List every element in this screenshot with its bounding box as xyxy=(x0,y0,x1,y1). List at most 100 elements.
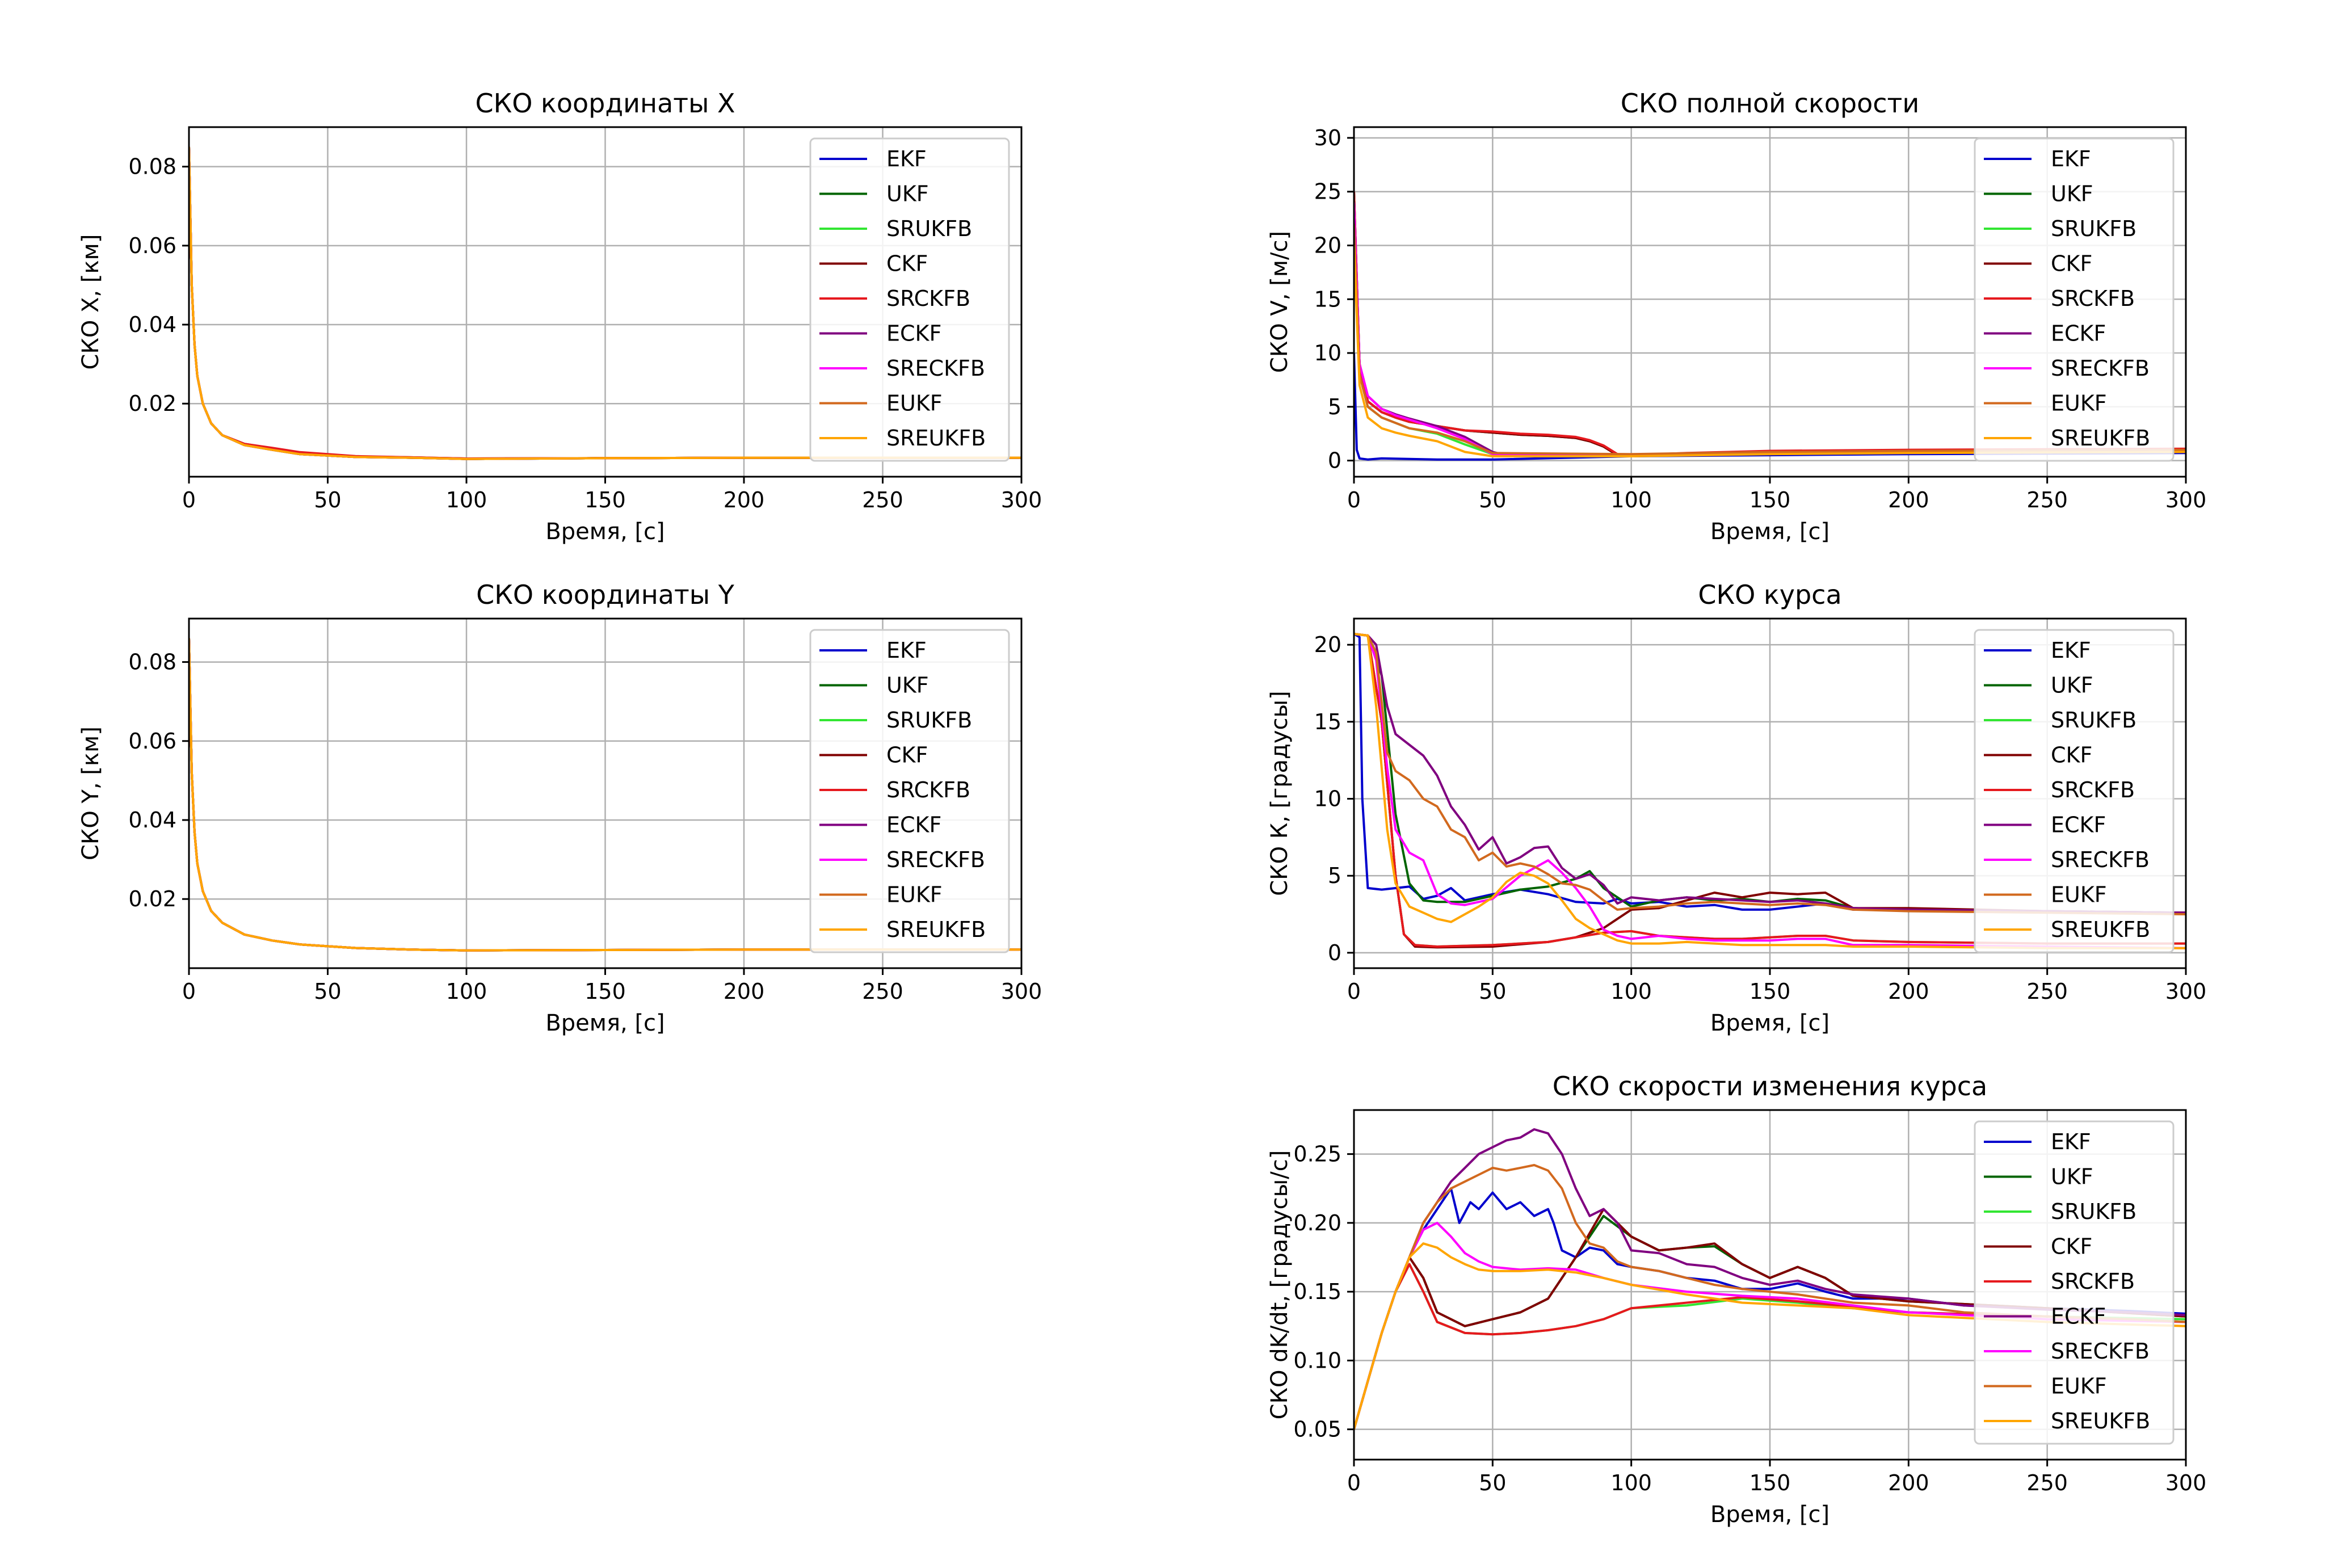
legend: EKF UKF SRUKFB CKF SRCKFB ECKF SRECKFB EUKF SREU… xyxy=(1974,1120,2175,1445)
legend-label: SREUKFB xyxy=(2051,1409,2150,1434)
legend: EKF UKF SRUKFB CKF SRCKFB ECKF SRECKFB EUKF SREU… xyxy=(1974,137,2175,462)
x-tick-label: 0 xyxy=(182,487,196,512)
legend-label: UKF xyxy=(2051,673,2093,698)
series-group xyxy=(1354,191,2186,461)
x-tick-label: 200 xyxy=(1888,487,1929,512)
x-tick-label: 200 xyxy=(724,979,765,1004)
x-tick-label: 100 xyxy=(1610,487,1652,512)
subplot-dk: 0 50 100 150 200 250 3000.050.100.150.200.25СК… xyxy=(1267,1071,2206,1528)
chart-title: СКО скорости изменения курса xyxy=(1553,1071,1987,1102)
legend-label: EUKF xyxy=(2051,882,2107,907)
y-tick-label: 0.06 xyxy=(128,233,176,258)
x-tick-label: 0 xyxy=(1347,487,1361,512)
y-tick-label: 15 xyxy=(1314,287,1341,312)
x-tick-label: 250 xyxy=(862,979,903,1004)
legend-label: SRCKFB xyxy=(886,777,970,802)
legend-label: EUKF xyxy=(2051,391,2107,416)
y-tick-label: 0.04 xyxy=(128,808,176,833)
series-line-eukf xyxy=(1354,633,2186,915)
y-tick-label: 0.20 xyxy=(1293,1210,1341,1235)
x-tick-label: 50 xyxy=(314,979,341,1004)
x-tick-label: 50 xyxy=(314,487,341,512)
legend: EKF UKF SRUKFB CKF SRCKFB ECKF SRECKFB EUKF SREU… xyxy=(809,629,1010,953)
legend-label: EUKF xyxy=(886,391,943,416)
series-group xyxy=(1354,633,2186,949)
x-tick-label: 0 xyxy=(182,979,196,1004)
x-tick-label: 250 xyxy=(2026,487,2068,512)
legend-label: SRCKFB xyxy=(2051,777,2135,802)
legend-label: EKF xyxy=(886,638,927,663)
legend-label: ECKF xyxy=(886,321,941,346)
legend-label: SRECKFB xyxy=(2051,1339,2150,1364)
x-tick-label: 250 xyxy=(862,487,903,512)
legend-label: UKF xyxy=(886,182,929,207)
series-group xyxy=(189,146,1021,460)
legend-label: SRECKFB xyxy=(2051,356,2150,381)
series-line-eckf xyxy=(1354,633,2186,914)
x-tick-label: 50 xyxy=(1479,979,1506,1004)
series-line-eukf xyxy=(1354,1164,2186,1430)
y-tick-label: 5 xyxy=(1328,394,1341,419)
y-tick-label: 30 xyxy=(1314,125,1341,150)
legend-label: SRECKFB xyxy=(886,847,985,872)
y-tick-label: 20 xyxy=(1314,632,1341,657)
y-tick-label: 20 xyxy=(1314,233,1341,258)
legend-label: ECKF xyxy=(886,813,941,838)
x-tick-label: 0 xyxy=(1347,979,1361,1004)
x-axis-label: Время, [с] xyxy=(545,1010,664,1036)
legend: EKF UKF SRUKFB CKF SRCKFB ECKF SRECKFB EUKF SREU… xyxy=(809,137,1010,462)
legend-label: SRCKFB xyxy=(886,286,970,311)
y-tick-label: 0 xyxy=(1328,448,1341,473)
y-tick-label: 5 xyxy=(1328,863,1341,888)
y-axis-label: СКО Y, [км] xyxy=(78,726,104,860)
x-tick-label: 150 xyxy=(1749,979,1791,1004)
x-tick-label: 100 xyxy=(446,979,487,1004)
legend-label: CKF xyxy=(886,251,928,276)
x-axis-label: Время, [с] xyxy=(545,519,664,545)
series-line-ekf xyxy=(1354,1187,2186,1430)
legend: EKF UKF SRUKFB CKF SRCKFB ECKF SRECKFB EUKF SREU… xyxy=(1974,629,2175,953)
y-tick-label: 0.02 xyxy=(128,886,176,911)
x-axis-label: Время, [с] xyxy=(1710,1502,1830,1528)
y-tick-label: 0.06 xyxy=(128,729,176,754)
legend-label: EKF xyxy=(886,146,927,171)
x-tick-label: 300 xyxy=(2165,487,2207,512)
x-tick-label: 250 xyxy=(2026,979,2068,1004)
y-tick-label: 10 xyxy=(1314,786,1341,811)
legend-label: SREUKFB xyxy=(2051,917,2150,942)
legend-label: SRUKFB xyxy=(2051,708,2136,733)
legend-box xyxy=(809,629,1010,953)
legend-label: SRCKFB xyxy=(2051,286,2135,311)
y-tick-label: 25 xyxy=(1314,179,1341,204)
x-tick-label: 300 xyxy=(1001,487,1042,512)
y-tick-label: 0.25 xyxy=(1293,1142,1341,1167)
legend-label: EUKF xyxy=(2051,1374,2107,1399)
series-group xyxy=(1354,1128,2186,1430)
x-tick-label: 250 xyxy=(2026,1470,2068,1495)
legend-label: EUKF xyxy=(886,882,943,907)
y-tick-label: 0.05 xyxy=(1293,1417,1341,1442)
series-line-sreukfb xyxy=(189,146,1021,460)
y-tick-label: 10 xyxy=(1314,340,1341,365)
legend-label: SRCKFB xyxy=(2051,1269,2135,1294)
legend-box xyxy=(1974,1120,2175,1445)
chart-title: СКО полной скорости xyxy=(1621,88,1920,119)
legend-label: SRUKFB xyxy=(2051,216,2136,241)
legend-label: ECKF xyxy=(2051,1304,2106,1329)
series-line-eukf xyxy=(1354,224,2186,456)
x-tick-label: 200 xyxy=(724,487,765,512)
subplot-v: 0 50 100 150 200 250 300 0 5 10 15 20 25 30 СКО полной… xyxy=(1267,88,2206,545)
legend-label: CKF xyxy=(2051,251,2092,276)
y-axis-label: СКО К, [градусы] xyxy=(1267,691,1293,896)
legend-label: ECKF xyxy=(2051,813,2106,838)
legend-label: CKF xyxy=(886,743,928,768)
legend-label: SRUKFB xyxy=(2051,1199,2136,1224)
legend-label: CKF xyxy=(2051,1234,2092,1259)
x-tick-label: 0 xyxy=(1347,1470,1361,1495)
legend-label: EKF xyxy=(2051,638,2091,663)
subplot-x: 0 50 100 150 200 250 300 0.02 0.04 0.06 0.08 СКО ко… xyxy=(78,88,1042,545)
chart-title: СКО курса xyxy=(1698,579,1841,610)
series-line-srckfb xyxy=(1354,633,2186,948)
x-tick-label: 300 xyxy=(2165,979,2207,1004)
